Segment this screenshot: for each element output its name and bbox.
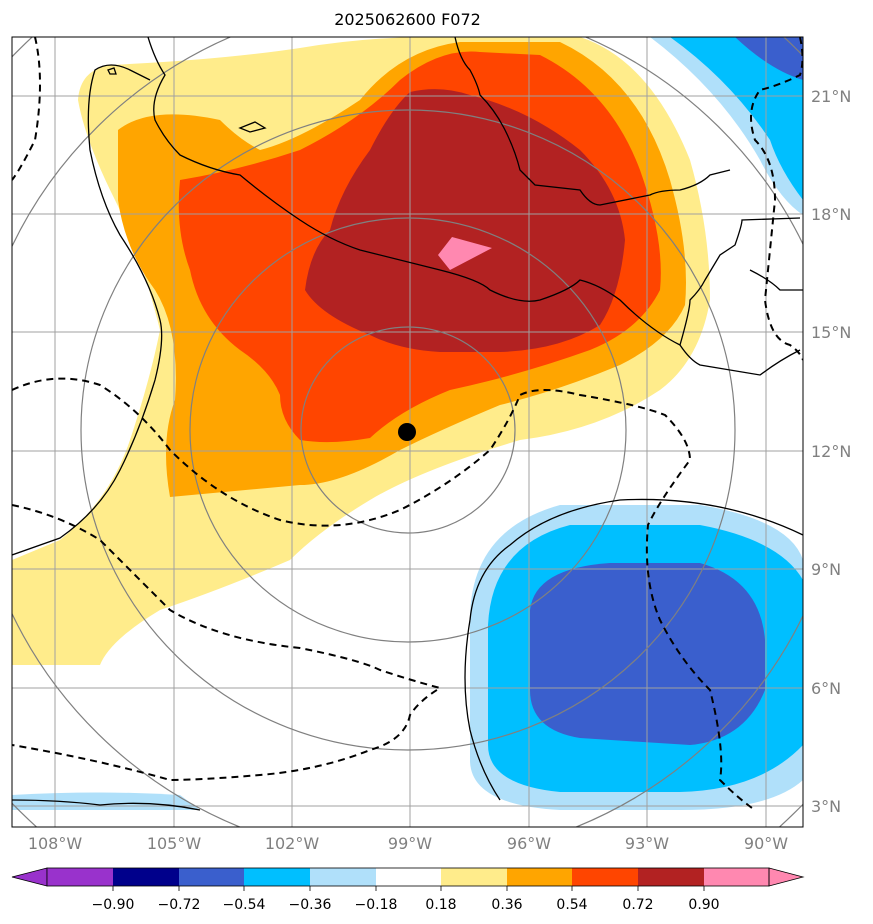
colorbar-segment (244, 868, 310, 886)
coastlines (12, 37, 803, 811)
latitude-labels: 3°N 6°N 9°N 12°N 15°N 18°N 21°N (811, 87, 851, 816)
colorbar-tick-label: −0.90 (92, 897, 135, 913)
colorbar-tick-label: 0.36 (491, 897, 522, 913)
lon-label: 90°W (744, 834, 788, 853)
lat-label: 6°N (811, 679, 841, 698)
gridlines (12, 37, 803, 827)
lon-label: 99°W (388, 834, 432, 853)
lon-label: 96°W (507, 834, 551, 853)
colorbar-min-extend (11, 867, 48, 887)
storm-center-marker (398, 423, 416, 441)
colorbar-segment (376, 868, 441, 886)
negative-anomaly-northeast (650, 37, 803, 215)
lon-label: 105°W (147, 834, 202, 853)
lat-label: 18°N (811, 205, 851, 224)
colorbar-segment (507, 868, 572, 886)
map-frame (11, 36, 804, 828)
colorbar-segment (47, 868, 113, 886)
longitude-labels: 108°W 105°W 102°W 99°W 96°W 93°W 90°W (28, 834, 788, 853)
colorbar-segment (441, 868, 507, 886)
map-title: 2025062600 F072 (334, 10, 481, 29)
colorbar-segment (179, 868, 244, 886)
colorbar-max-extend (768, 867, 805, 887)
colorbar-tick-label: −0.72 (158, 897, 201, 913)
lat-label: 21°N (811, 87, 851, 106)
colorbar-tick-label: 0.90 (688, 897, 719, 913)
lat-label: 3°N (811, 797, 841, 816)
colorbar: −0.90 −0.72 −0.54 −0.36 −0.18 0.18 0.36 … (11, 867, 805, 913)
negative-anomaly-southeast (470, 505, 803, 810)
colorbar-tick-label: −0.54 (223, 897, 266, 913)
colorbar-tick-label: −0.18 (355, 897, 398, 913)
lon-label: 108°W (28, 834, 83, 853)
colorbar-tick-label: 0.18 (425, 897, 456, 913)
colorbar-segment (704, 868, 769, 886)
lat-label: 12°N (811, 442, 851, 461)
colorbar-segment (572, 868, 638, 886)
colorbar-frame (46, 867, 770, 887)
colorbar-segment (638, 868, 704, 886)
lat-label: 15°N (811, 323, 851, 342)
colorbar-tick-label: −0.36 (289, 897, 332, 913)
colorbar-tick-label: 0.72 (622, 897, 653, 913)
negative-anomaly-southwest (12, 792, 200, 810)
colorbar-segment (113, 868, 179, 886)
lat-label: 9°N (811, 560, 841, 579)
colorbar-segment (310, 868, 376, 886)
lon-label: 102°W (265, 834, 320, 853)
dashed-contours (12, 37, 803, 811)
lon-label: 93°W (625, 834, 669, 853)
colorbar-tick-label: 0.54 (556, 897, 587, 913)
